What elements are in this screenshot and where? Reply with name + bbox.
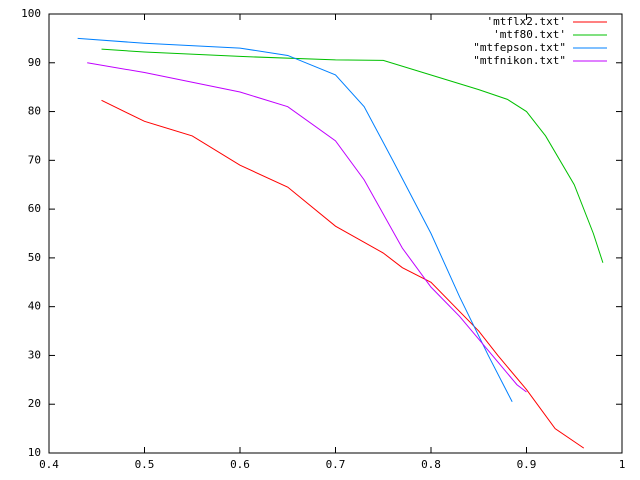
x-tick-label: 0.4	[39, 458, 59, 471]
legend-label: 'mtf80.txt'	[493, 28, 566, 41]
x-tick-label: 1	[619, 458, 626, 471]
data-line	[101, 48, 604, 263]
y-tick-label: 70	[28, 153, 41, 166]
x-tick-label: 0.8	[421, 458, 441, 471]
y-tick-label: 40	[28, 300, 41, 313]
x-tick-label: 0.9	[517, 458, 537, 471]
y-tick-label: 50	[28, 251, 41, 264]
y-tick-label: 80	[28, 105, 41, 118]
y-tick-label: 90	[28, 56, 41, 69]
legend-label: 'mtflx2.txt'	[487, 15, 566, 28]
y-tick-label: 10	[28, 446, 41, 459]
legend-label: "mtfepson.txt"	[473, 41, 566, 54]
plot-border	[48, 13, 623, 454]
data-line	[77, 37, 513, 403]
x-tick-label: 0.7	[326, 458, 346, 471]
legend-label: "mtfnikon.txt"	[473, 54, 566, 67]
y-tick-label: 30	[28, 348, 41, 361]
data-line	[87, 62, 527, 393]
data-line	[101, 99, 585, 449]
y-tick-label: 20	[28, 397, 41, 410]
x-tick-label: 0.5	[135, 458, 155, 471]
y-tick-label: 60	[28, 202, 41, 215]
y-tick-label: 100	[21, 7, 41, 20]
x-tick-label: 0.6	[230, 458, 250, 471]
